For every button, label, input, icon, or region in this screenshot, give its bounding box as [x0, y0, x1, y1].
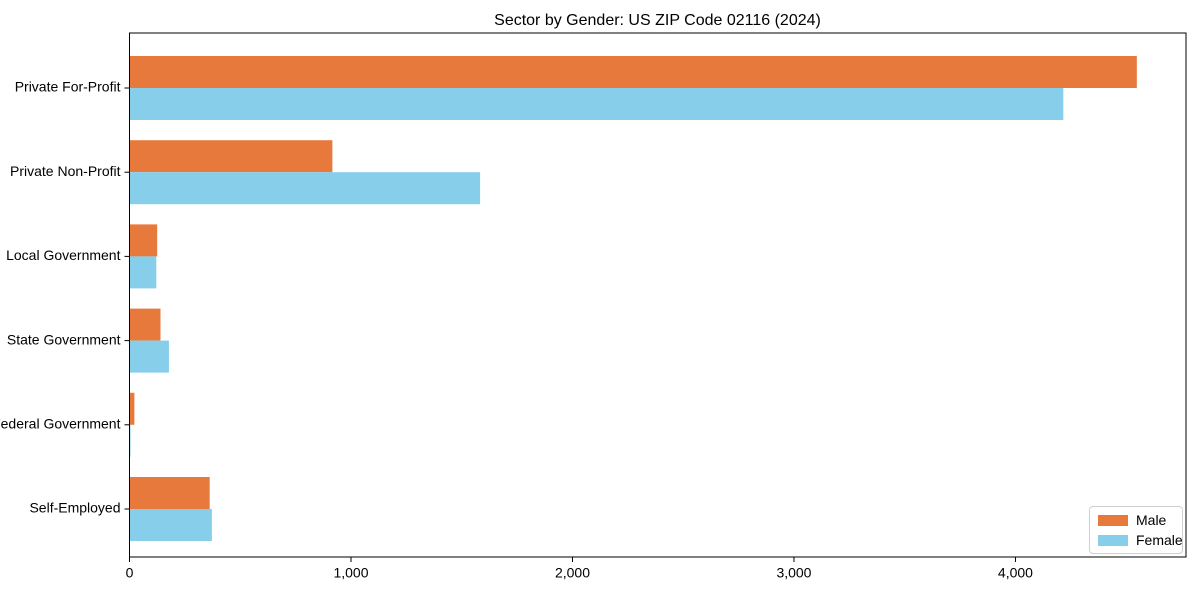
- x-tick-label: 1,000: [333, 564, 368, 580]
- x-tick-label: 3,000: [776, 564, 811, 580]
- bar-male-private-for-profit: [129, 56, 1137, 88]
- bar-male-federal-government: [129, 392, 135, 425]
- bar-female-private-for-profit: [129, 88, 1064, 120]
- bar-female-local-government: [129, 256, 157, 289]
- plot-border: [129, 32, 1187, 558]
- legend-label-male: Male: [1136, 512, 1167, 528]
- y-category-label-private-non-profit: Private Non-Profit: [10, 163, 121, 179]
- bar-male-state-government: [129, 308, 161, 341]
- bar-female-state-government: [129, 340, 169, 373]
- y-category-label-federal-government: Federal Government: [0, 416, 121, 432]
- male-color-swatch: [1098, 514, 1128, 526]
- bar-male-self-employed: [129, 477, 210, 509]
- chart-title: Sector by Gender: US ZIP Code 02116 (202…: [494, 12, 821, 29]
- bar-female-private-non-profit: [129, 172, 481, 205]
- y-category-label-self-employed: Self-Employed: [29, 500, 120, 516]
- y-category-label-local-government: Local Government: [6, 247, 121, 263]
- legend-item-female: Female: [1098, 532, 1183, 548]
- bar-female-self-employed: [129, 509, 212, 541]
- x-tick-label: 2,000: [555, 564, 590, 580]
- legend-label-female: Female: [1136, 532, 1183, 548]
- y-category-label-state-government: State Government: [7, 331, 121, 347]
- x-tick-label: 0: [126, 564, 134, 580]
- bar-male-local-government: [129, 224, 158, 257]
- legend-item-male: Male: [1098, 512, 1174, 528]
- female-color-swatch: [1098, 534, 1128, 546]
- bar-male-private-non-profit: [129, 140, 333, 173]
- legend: Male Female: [1089, 506, 1183, 554]
- y-category-label-private-for-profit: Private For-Profit: [15, 79, 121, 95]
- x-tick-label: 4,000: [998, 564, 1033, 580]
